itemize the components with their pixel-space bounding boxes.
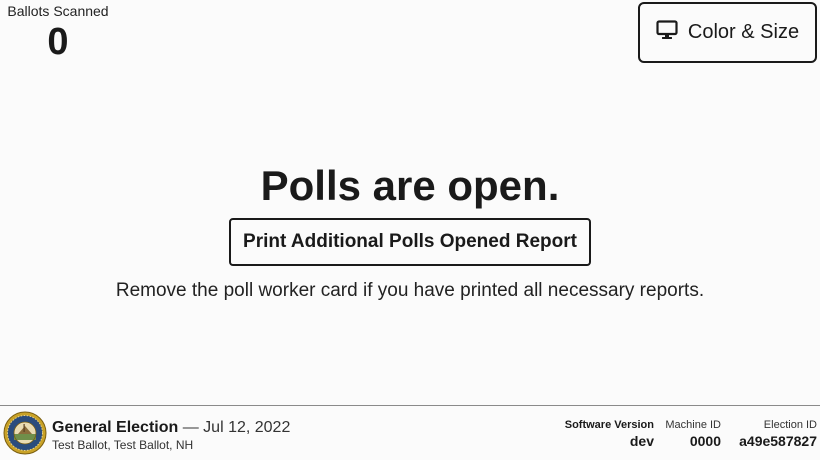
- ballots-scanned-label: Ballots Scanned: [7, 3, 109, 19]
- election-name: General Election: [52, 419, 179, 436]
- color-size-button-label: Color & Size: [687, 21, 800, 43]
- ballots-scanned-counter: Ballots Scanned 0: [2, 3, 114, 63]
- print-polls-opened-report-button[interactable]: Print Additional Polls Opened Report: [229, 218, 591, 266]
- election-id: Election ID a49e587827: [739, 418, 817, 450]
- ballots-scanned-count: 0: [47, 21, 69, 63]
- election-id-value: a49e587827: [739, 433, 817, 449]
- ballot-info: Test Ballot, Test Ballot, NH: [52, 438, 194, 452]
- color-size-button[interactable]: Color & Size: [638, 2, 817, 63]
- machine-id: Machine ID 0000: [665, 418, 721, 450]
- election-info: General Election — Jul 12, 2022 Test Bal…: [52, 418, 290, 452]
- election-date: Jul 12, 2022: [203, 419, 291, 436]
- state-seal-icon: [3, 411, 47, 455]
- election-separator: —: [182, 419, 199, 436]
- machine-id-value: 0000: [689, 433, 721, 449]
- software-version-label: Software Version: [564, 419, 654, 431]
- software-version: Software Version dev: [565, 418, 654, 450]
- election-id-label: Election ID: [763, 419, 817, 431]
- software-version-value: dev: [629, 433, 654, 449]
- polls-status-title: Polls are open.: [260, 162, 560, 209]
- polls-status-panel: Polls are open. Print Additional Polls O…: [0, 162, 820, 302]
- poll-worker-instructions: Remove the poll worker card if you have …: [115, 280, 705, 301]
- machine-id-label: Machine ID: [665, 419, 721, 431]
- monitor-icon: [656, 20, 678, 45]
- election-info-bar: General Election — Jul 12, 2022 Test Bal…: [0, 405, 820, 459]
